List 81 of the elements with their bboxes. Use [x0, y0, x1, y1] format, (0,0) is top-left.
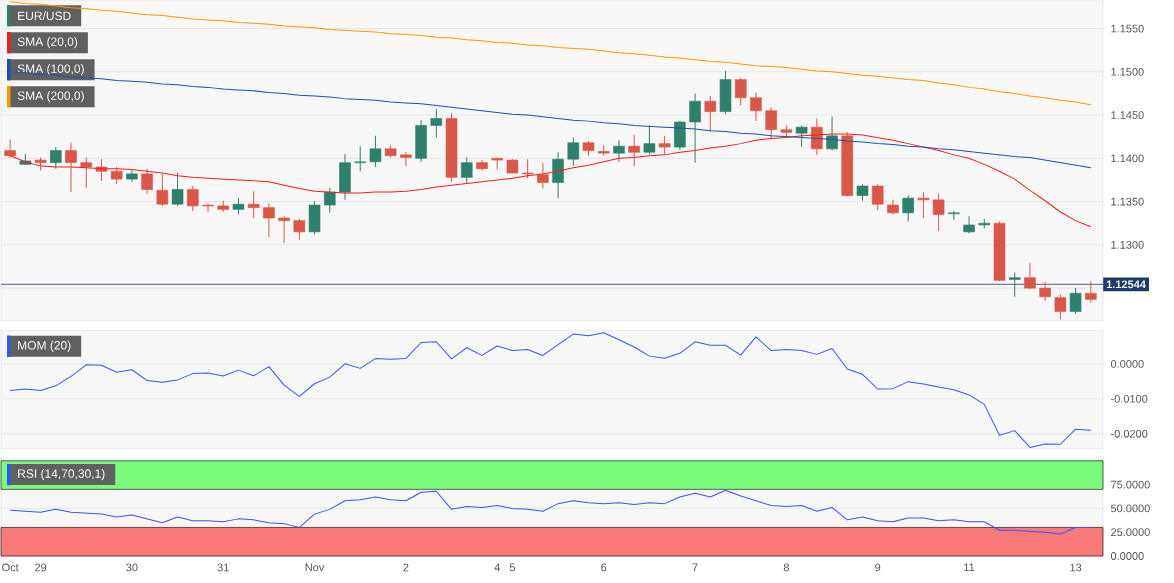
- x-tick-label: 8: [783, 563, 789, 572]
- x-tick-label: 6: [601, 563, 607, 572]
- candlestick: [263, 202, 275, 238]
- candlestick: [430, 108, 443, 139]
- candlestick: [871, 183, 884, 211]
- candlestick: [156, 173, 169, 207]
- candlestick: [537, 162, 549, 190]
- candlestick: [400, 151, 412, 167]
- candlestick: [65, 142, 77, 193]
- candlestick: [795, 124, 808, 148]
- candlestick: [460, 156, 473, 184]
- candlestick: [293, 218, 306, 241]
- candlestick: [278, 215, 290, 244]
- candlestick: [689, 92, 701, 164]
- x-tick-label: Oct: [2, 563, 19, 572]
- legend-label: EUR/USD: [18, 11, 71, 21]
- x-tick-label: 29: [35, 563, 47, 572]
- legend-label: MOM (20): [18, 340, 71, 352]
- candlestick: [247, 190, 260, 219]
- candlestick: [658, 135, 671, 155]
- candlestick: [50, 146, 62, 170]
- y-tick-label: 1.1550: [1111, 24, 1144, 33]
- candlestick: [1085, 280, 1097, 304]
- candlestick: [628, 134, 640, 167]
- y-tick-label: 1.1450: [1111, 111, 1144, 119]
- x-tick-label: 13: [1070, 563, 1082, 572]
- candlestick: [354, 145, 366, 172]
- x-tick-label: 11: [964, 563, 975, 572]
- candlestick: [917, 191, 930, 219]
- y-tick-label: 0.0000: [1110, 552, 1144, 560]
- candlestick: [187, 185, 199, 212]
- x-tick-label: 5: [509, 563, 516, 572]
- candlestick: [613, 139, 625, 163]
- candlestick: [521, 158, 534, 179]
- y-tick-label: 1.1400: [1111, 154, 1144, 163]
- x-tick-label: 7: [692, 563, 698, 572]
- x-tick-label: 30: [126, 563, 138, 572]
- candlestick: [734, 77, 747, 107]
- ref-line-label: 1.12544: [1106, 280, 1146, 289]
- candlestick: [171, 172, 184, 207]
- y-tick-label: 75.0000: [1111, 480, 1150, 489]
- candlestick: [126, 169, 138, 183]
- candlestick: [1008, 272, 1021, 298]
- y-tick-label: 0.0000: [1110, 359, 1144, 368]
- y-tick-label: 1.1350: [1111, 197, 1144, 206]
- candlestick: [1039, 281, 1051, 302]
- candlestick: [643, 124, 656, 156]
- x-tick-label: 31: [217, 563, 229, 572]
- candlestick: [902, 195, 914, 222]
- candlestick: [704, 95, 717, 133]
- candlestick: [369, 135, 382, 168]
- x-tick-label: 2: [403, 563, 409, 572]
- y-tick-label: -0.0100: [1111, 394, 1148, 403]
- legend-label: SMA (100,0): [17, 64, 84, 76]
- candlestick: [80, 156, 93, 189]
- x-tick-label: 4: [494, 563, 500, 572]
- candlestick: [826, 116, 838, 152]
- y-tick-label: 1.1500: [1111, 67, 1144, 76]
- candlestick: [1024, 262, 1036, 290]
- x-tick-label: 9: [875, 563, 881, 572]
- legend-label: RSI (14,70,30,1): [18, 469, 105, 481]
- y-tick-label: 1.1300: [1111, 240, 1144, 249]
- candlestick: [552, 151, 564, 199]
- y-tick-label: 25.0000: [1111, 528, 1150, 537]
- candlestick: [141, 168, 153, 195]
- candlestick: [567, 137, 580, 167]
- y-tick-label: 50.0000: [1110, 504, 1150, 513]
- candlestick: [765, 106, 777, 139]
- candlestick: [1054, 293, 1067, 320]
- x-tick-label: Nov: [305, 563, 325, 572]
- candlestick: [1069, 287, 1082, 315]
- candlestick: [750, 92, 762, 122]
- candlestick: [202, 202, 214, 213]
- legend-label: SMA (20,0): [17, 37, 78, 49]
- candlestick: [963, 215, 975, 235]
- candlestick: [4, 138, 16, 158]
- candlestick: [932, 193, 945, 232]
- candlestick: [323, 187, 336, 214]
- y-tick-label: -0.0200: [1111, 429, 1148, 438]
- legend-label: SMA (200,0): [17, 91, 84, 103]
- line-series: [9, 332, 1092, 448]
